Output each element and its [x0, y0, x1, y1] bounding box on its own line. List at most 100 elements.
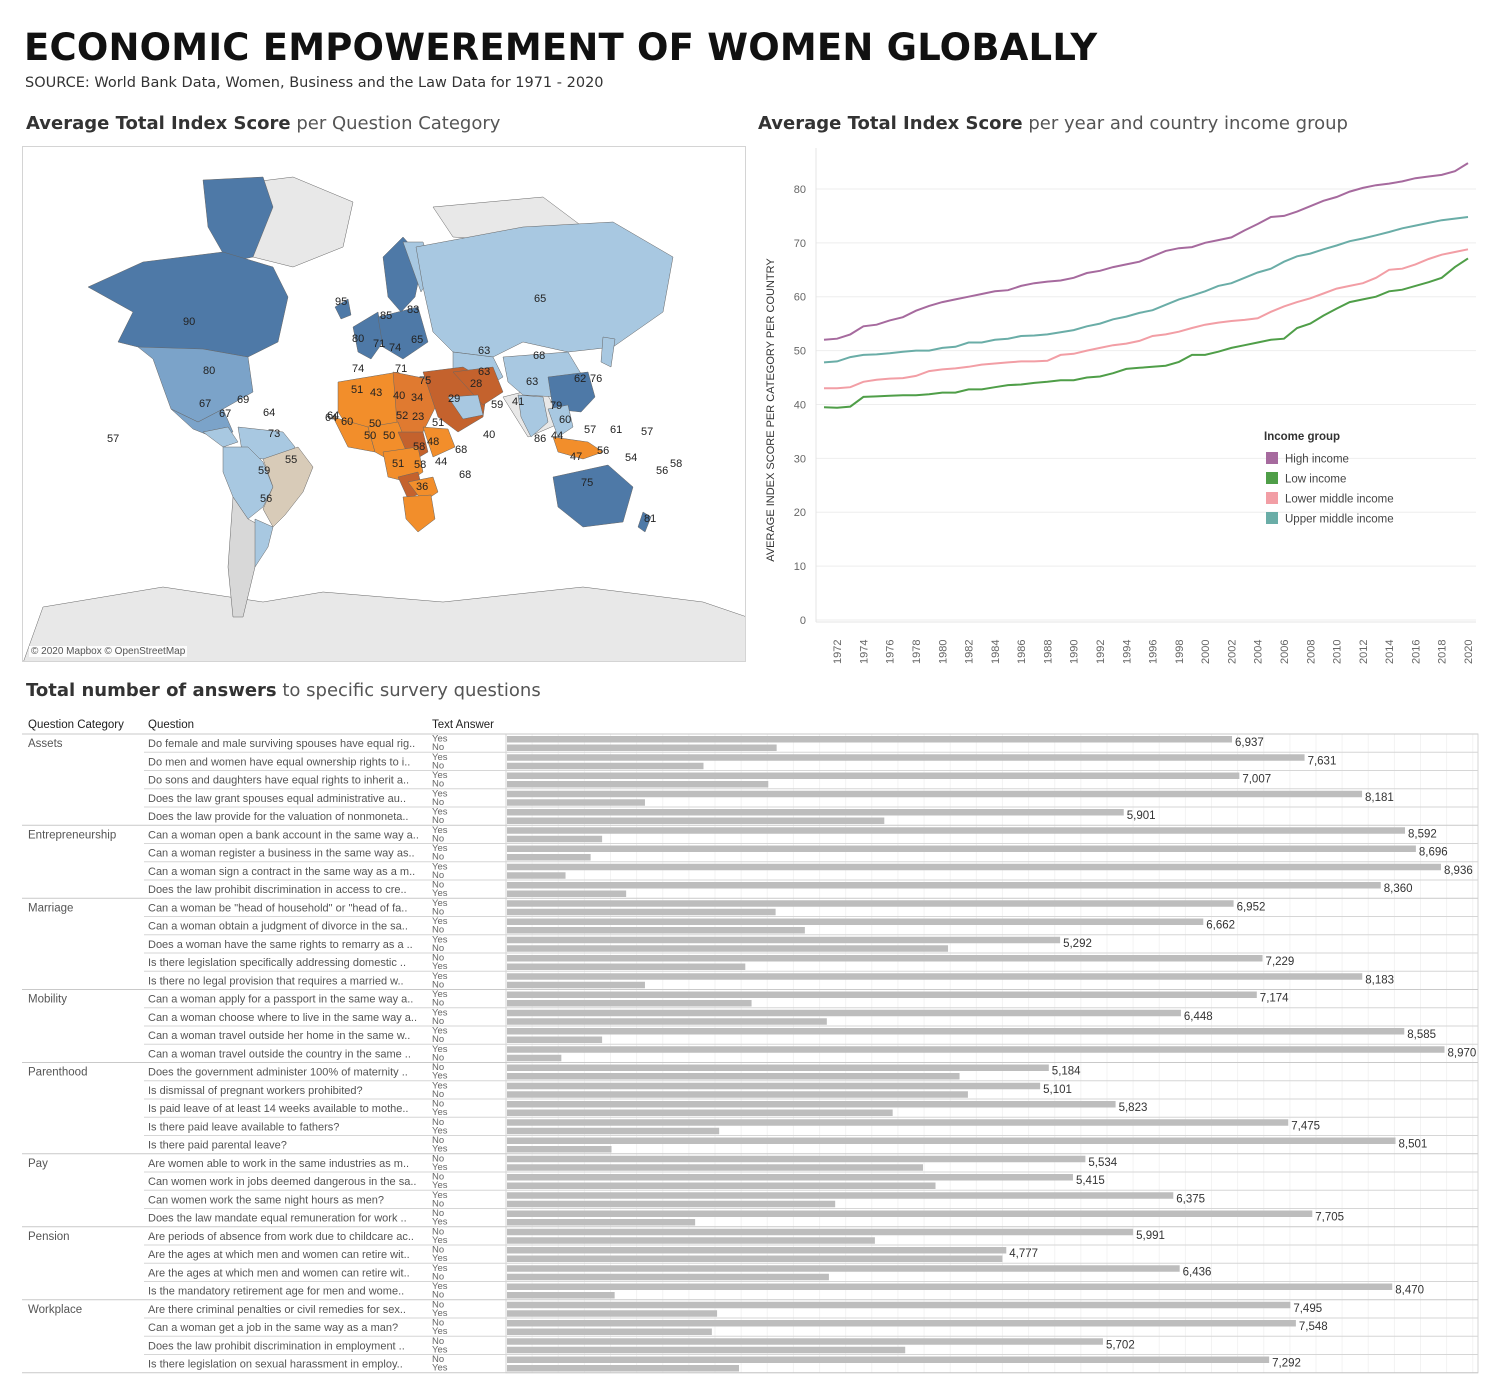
map-score-label: 47 — [570, 451, 582, 463]
x-tick-label: 1994 — [1121, 640, 1133, 664]
bar-value-label: 6,436 — [1183, 1266, 1212, 1278]
bar-value-label: 5,534 — [1088, 1157, 1117, 1169]
answer-bar — [507, 1247, 1007, 1254]
southern-africa-region — [402, 494, 436, 533]
map-score-label: 36 — [416, 481, 428, 493]
answer-label: No — [432, 760, 444, 771]
greenland-region — [202, 176, 274, 263]
question-label: Can a woman open a bank account in the s… — [148, 829, 419, 841]
question-label: Can a woman apply for a passport in the … — [148, 994, 413, 1006]
x-tick-label: 2014 — [1384, 640, 1396, 664]
answer-bar — [507, 1265, 1180, 1272]
map-score-label: 68 — [533, 350, 545, 362]
answer-label: Yes — [432, 971, 448, 982]
answer-label: No — [432, 1208, 444, 1219]
map-score-label: 59 — [258, 465, 270, 477]
page-subtitle: SOURCE: World Bank Data, Women, Business… — [25, 75, 604, 91]
question-label: Is there legislation specifically addres… — [148, 957, 406, 969]
map-score-label: 50 — [369, 418, 381, 430]
answer-bar — [507, 1292, 615, 1299]
column-header: Question — [148, 719, 194, 731]
series-line — [824, 248, 1469, 390]
map-score-label: 83 — [407, 304, 419, 316]
answer-label: No — [432, 1318, 444, 1329]
category-label: Entrepreneurship — [28, 829, 116, 841]
new-zealand-region — [637, 511, 652, 533]
map-score-label: 50 — [383, 430, 395, 442]
map-score-label: 60 — [559, 414, 571, 426]
bar-value-label: 5,901 — [1127, 810, 1156, 822]
answer-bar — [507, 1192, 1174, 1199]
answer-label: No — [432, 880, 444, 891]
question-label: Are the ages at which men and women can … — [148, 1249, 410, 1261]
legend-label: Low income — [1285, 474, 1346, 486]
map-score-label: 68 — [455, 444, 467, 456]
answer-label: No — [432, 979, 444, 990]
x-tick-label: 2002 — [1226, 640, 1238, 664]
answer-label: Yes — [432, 1007, 448, 1018]
bar-value-label: 8,696 — [1419, 847, 1448, 859]
answer-label: Yes — [432, 1235, 448, 1246]
question-label: Can a woman choose where to live in the … — [148, 1012, 417, 1024]
brazil-region — [262, 446, 314, 528]
answer-bar — [507, 927, 805, 934]
indonesia-region — [552, 436, 604, 460]
world-map[interactable]: 90 80 67 69 64 57 67 64 73 59 55 56 95 85 83 80 71 74 65 74… — [22, 146, 746, 662]
antarctica-shape — [23, 586, 745, 661]
answer-bar — [507, 1283, 1393, 1290]
answer-bar — [507, 1210, 1313, 1217]
bar-value-label: 6,952 — [1237, 901, 1266, 913]
map-score-label: 56 — [597, 445, 609, 457]
map-score-label: 57 — [641, 426, 653, 438]
east-china-region — [547, 371, 596, 413]
answer-bar — [507, 1082, 1041, 1090]
answer-bar — [507, 1054, 562, 1062]
answer-bar — [507, 754, 1305, 761]
bar-value-label: 8,470 — [1395, 1285, 1424, 1297]
answer-label: Yes — [432, 1363, 448, 1374]
question-label: Can a woman travel outside the country i… — [148, 1048, 411, 1060]
answer-label: Yes — [432, 752, 448, 763]
map-score-label: 44 — [435, 456, 447, 468]
bar-value-label: 6,662 — [1206, 920, 1235, 932]
map-score-label: 80 — [352, 333, 364, 345]
answer-bar — [507, 1028, 1405, 1035]
answer-label: No — [432, 943, 444, 954]
x-tick-label: 2016 — [1410, 640, 1422, 664]
x-tick-label: 1992 — [1095, 640, 1107, 664]
map-score-label: 58 — [414, 459, 426, 471]
arabia-region — [447, 394, 484, 420]
japan-region — [600, 336, 616, 368]
bar-value-label: 7,292 — [1272, 1358, 1301, 1370]
question-label: Are women able to work in the same indus… — [148, 1158, 409, 1170]
y-tick-label: 30 — [794, 453, 806, 465]
bar-value-label: 7,475 — [1291, 1120, 1320, 1132]
answer-bar — [507, 1228, 1134, 1236]
legend-label: High income — [1285, 454, 1349, 466]
answer-bar — [507, 1009, 1181, 1017]
bar-value-label: 8,181 — [1365, 792, 1394, 804]
bar-value-label: 5,101 — [1043, 1084, 1072, 1096]
answer-label: No — [432, 1117, 444, 1128]
answer-bar — [507, 1174, 1073, 1181]
answer-bar — [507, 1328, 712, 1335]
map-score-label: 86 — [534, 433, 546, 445]
answer-bar — [507, 799, 645, 806]
x-tick-label: 1998 — [1174, 640, 1186, 664]
question-label: Is there paid leave available to fathers… — [148, 1121, 339, 1133]
answer-label: No — [432, 742, 444, 753]
x-tick-label: 2006 — [1279, 640, 1291, 664]
answer-bar — [507, 762, 704, 770]
question-label: Is the mandatory retirement age for men … — [148, 1286, 404, 1298]
legend-swatch — [1266, 512, 1278, 524]
central-europe-region — [377, 306, 429, 360]
category-label: Marriage — [28, 902, 73, 914]
question-label: Is dismissal of pregnant workers prohibi… — [148, 1085, 363, 1097]
map-score-label: 73 — [268, 428, 280, 440]
answer-label: Yes — [432, 888, 448, 899]
bar-value-label: 8,183 — [1365, 974, 1394, 986]
map-score-label: 51 — [432, 417, 444, 429]
answer-bar — [507, 1255, 1003, 1262]
answer-bar — [507, 1320, 1296, 1327]
answer-label: Yes — [432, 788, 448, 799]
